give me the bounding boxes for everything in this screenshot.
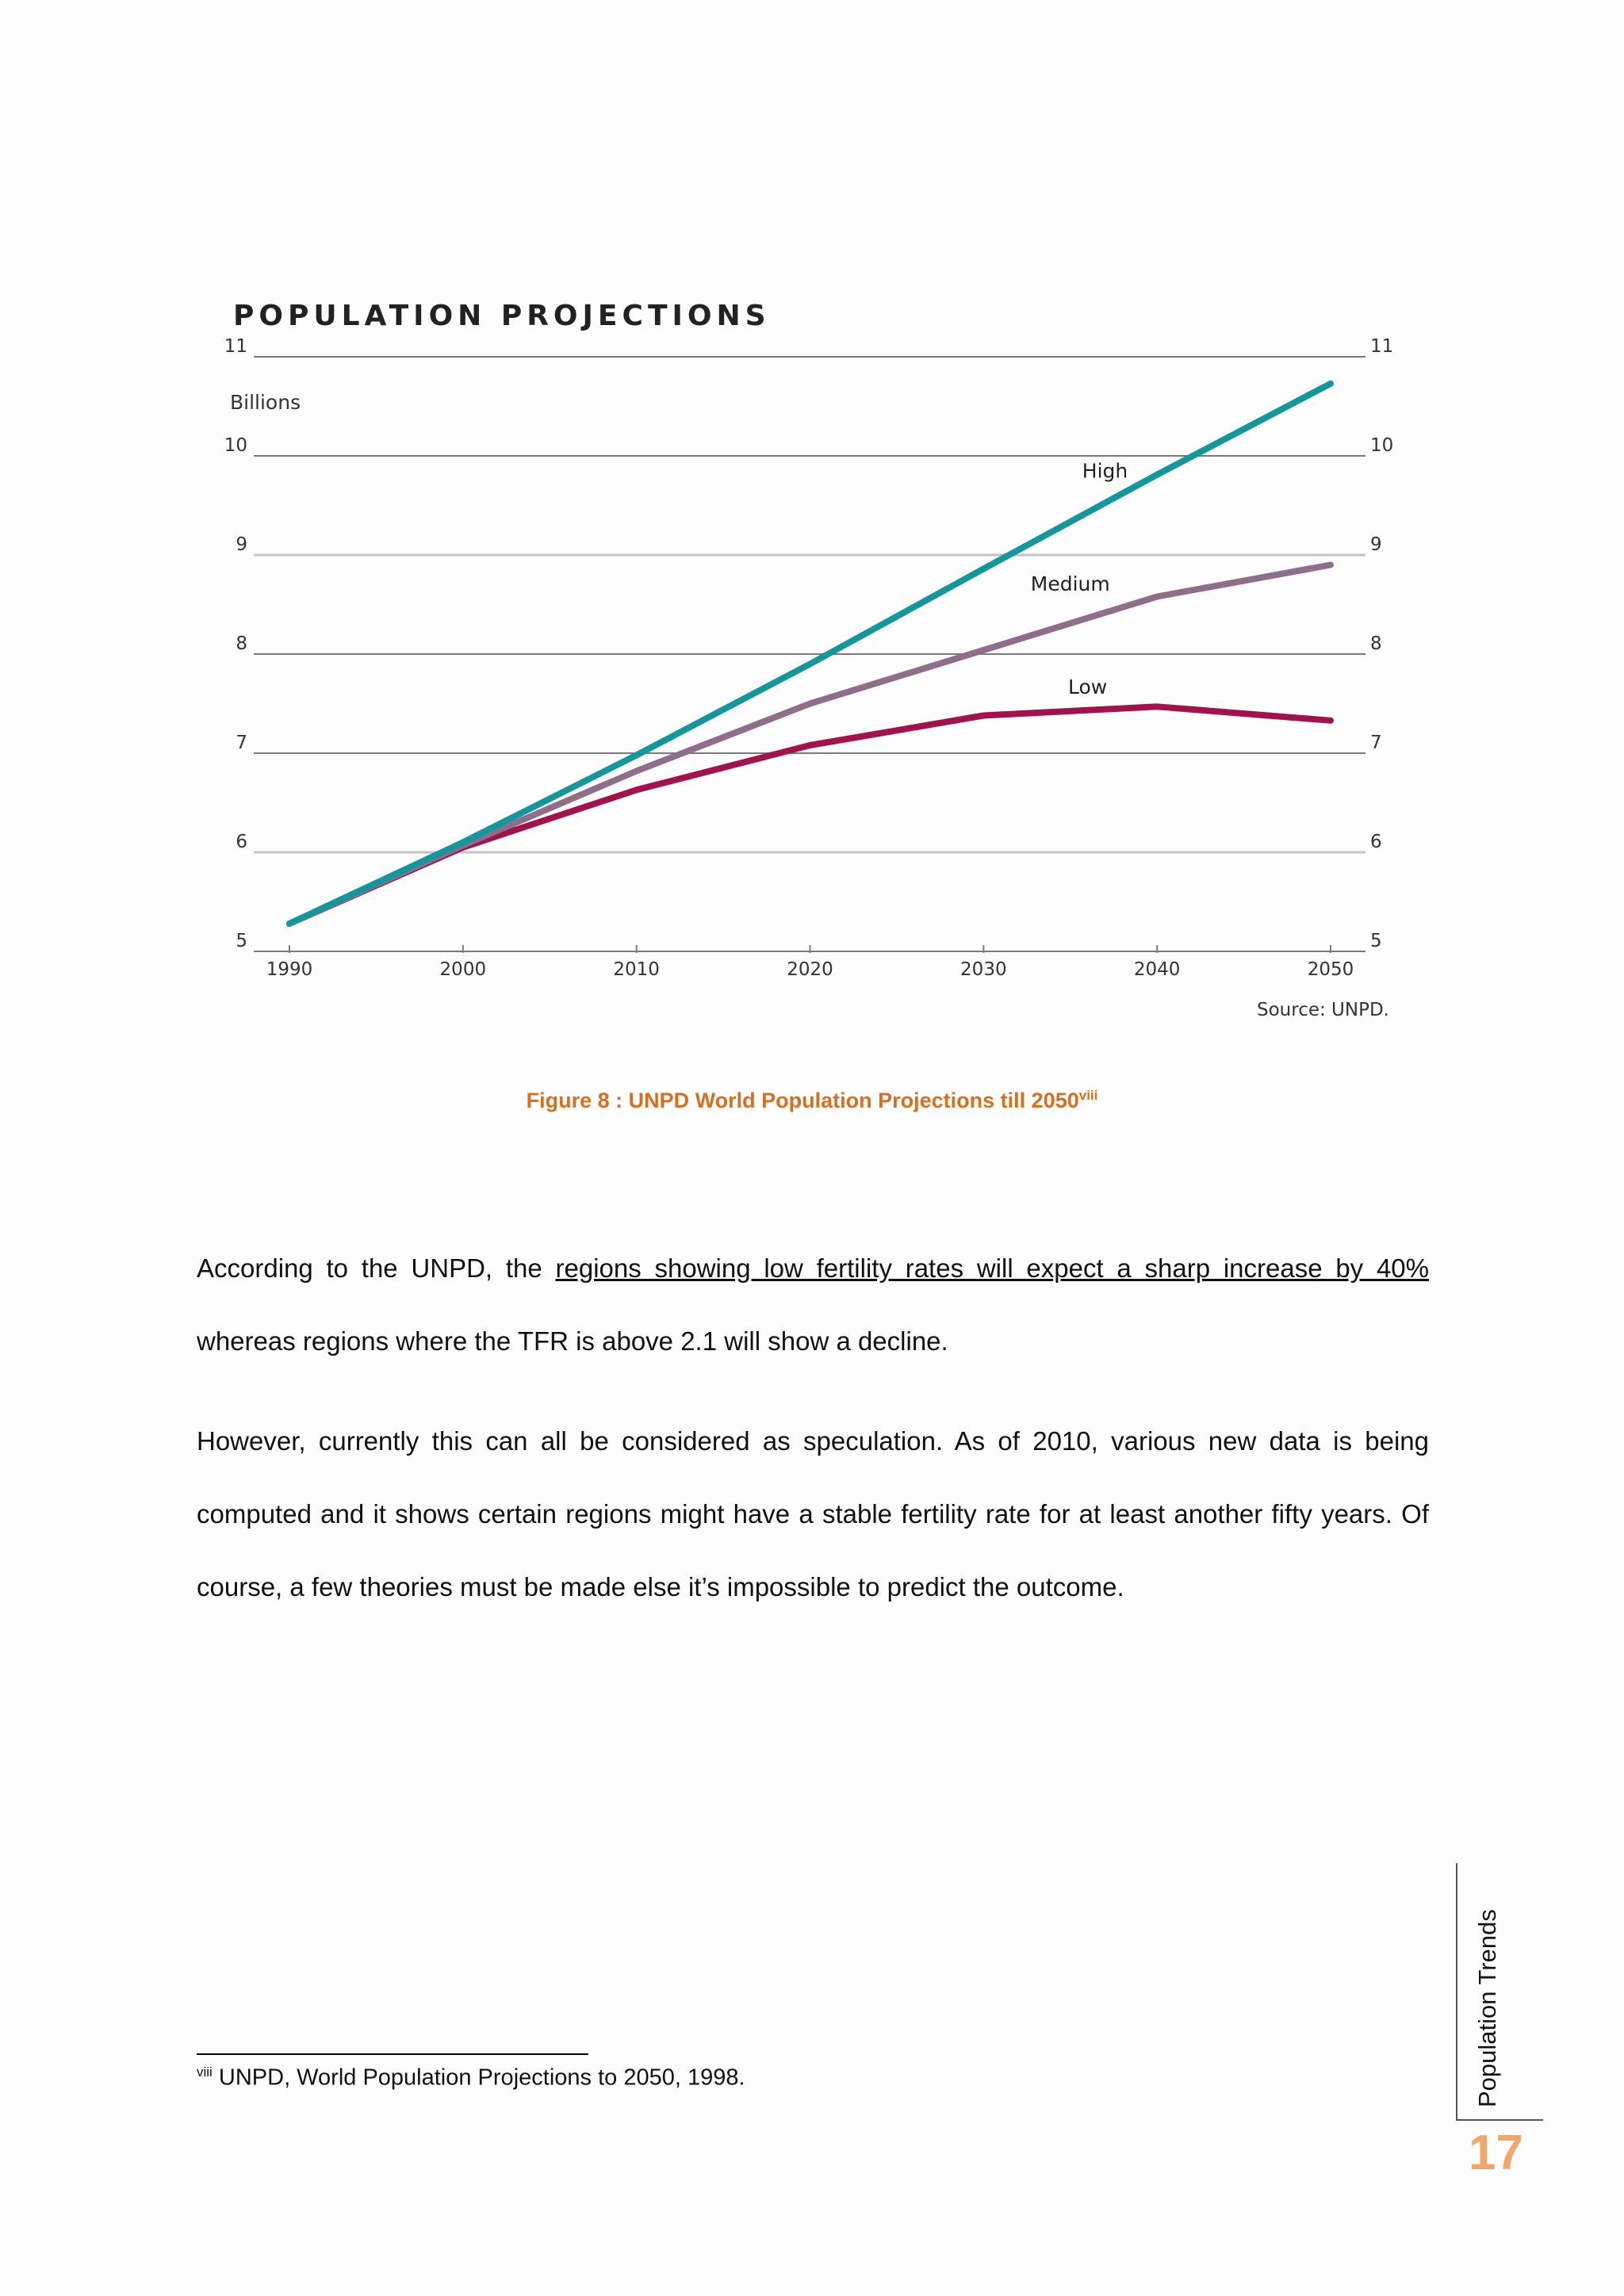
figure-caption-text: Figure 8 : UNPD World Population Project… bbox=[526, 1089, 1079, 1112]
chart-series bbox=[286, 380, 1334, 927]
y-tick-label-right-6: 6 bbox=[1370, 832, 1382, 852]
chart-title: POPULATION PROJECTIONS bbox=[233, 300, 771, 332]
y-tick-label-left-11: 11 bbox=[224, 336, 247, 357]
footnote-marker: viii bbox=[197, 2064, 213, 2080]
x-axis: 1990 2000 2010 2020 2030 2040 2050 bbox=[266, 945, 1354, 980]
y-axis-left: 5 6 7 8 9 10 11 bbox=[224, 336, 247, 951]
population-projections-chart: POPULATION PROJECTIONS 5 6 7 8 9 10 11 5 6 7 8 9 10… bbox=[224, 300, 1394, 1020]
y-tick-label-right-10: 10 bbox=[1370, 435, 1393, 456]
paragraph-1: According to the UNPD, the regions showi… bbox=[197, 1232, 1429, 1378]
chart-source: Source: UNPD. bbox=[1257, 1000, 1389, 1020]
series-label-high: High bbox=[1082, 460, 1128, 483]
paragraph-2: However, currently this can all be consi… bbox=[197, 1426, 1429, 1601]
paragraph-1-underlined: regions showing low fertility rates will… bbox=[555, 1253, 1430, 1283]
footnote-divider bbox=[197, 2053, 588, 2055]
x-tick-label-2040: 2040 bbox=[1134, 959, 1181, 980]
footnote: viii UNPD, World Population Projections … bbox=[197, 2064, 745, 2091]
sidebar-divider-vertical bbox=[1456, 1863, 1457, 2120]
figure-caption-footnote-ref: viii bbox=[1078, 1088, 1098, 1103]
series-line-low bbox=[286, 703, 1334, 927]
x-tick-label-1990: 1990 bbox=[266, 959, 313, 980]
sidebar-divider-horizontal bbox=[1456, 2119, 1543, 2121]
series-labels: High Medium Low bbox=[1031, 460, 1128, 699]
y-tick-label-left-7: 7 bbox=[236, 733, 247, 753]
y-axis-right: 5 6 7 8 9 10 11 bbox=[1370, 336, 1393, 951]
x-tick-label-2020: 2020 bbox=[787, 959, 833, 980]
x-tick-label-2010: 2010 bbox=[613, 959, 660, 980]
y-axis-label: Billions bbox=[230, 391, 301, 414]
section-title: Population Trends bbox=[1473, 1909, 1501, 2107]
series-label-medium: Medium bbox=[1031, 572, 1110, 595]
y-tick-label-right-5: 5 bbox=[1370, 931, 1382, 951]
page-number: 17 bbox=[1469, 2126, 1523, 2180]
y-tick-label-right-11: 11 bbox=[1370, 336, 1393, 357]
y-tick-label-left-5: 5 bbox=[236, 931, 247, 951]
y-tick-label-left-6: 6 bbox=[236, 832, 247, 852]
footnote-text: UNPD, World Population Projections to 20… bbox=[212, 2064, 745, 2091]
y-tick-label-left-10: 10 bbox=[224, 435, 247, 456]
y-tick-label-left-8: 8 bbox=[236, 633, 247, 654]
y-tick-label-right-9: 9 bbox=[1370, 534, 1382, 555]
x-tick-label-2030: 2030 bbox=[960, 959, 1007, 980]
y-tick-label-right-7: 7 bbox=[1370, 733, 1382, 753]
paragraph-1-start: According to the UNPD, the bbox=[197, 1253, 556, 1283]
y-tick-label-right-8: 8 bbox=[1370, 633, 1382, 654]
paragraph-1-end: whereas regions where the TFR is above 2… bbox=[197, 1326, 948, 1356]
y-tick-label-left-9: 9 bbox=[236, 534, 247, 555]
x-tick-label-2000: 2000 bbox=[440, 959, 487, 980]
x-tick-label-2050: 2050 bbox=[1308, 959, 1354, 980]
series-line-high bbox=[286, 380, 1334, 927]
figure-caption: Figure 8 : UNPD World Population Project… bbox=[0, 1088, 1624, 1113]
series-label-low: Low bbox=[1068, 675, 1107, 698]
